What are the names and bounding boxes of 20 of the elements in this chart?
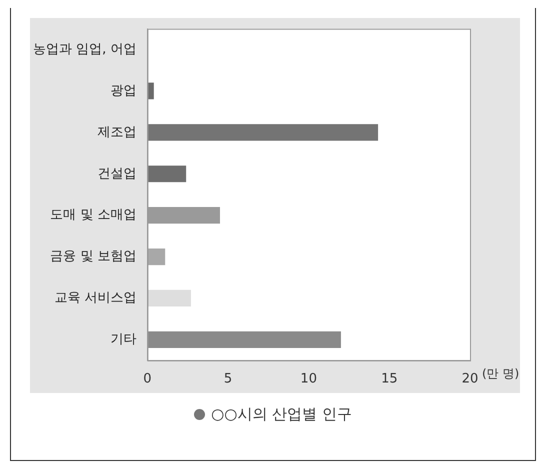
y-tick-label: 도매 및 소매업 (50, 208, 136, 223)
x-tick-label: 15 (381, 372, 398, 387)
y-tick-label: 교육 서비스업 (54, 290, 136, 306)
y-tick-label: 농업과 임업, 어업 (32, 42, 136, 57)
bar (147, 124, 378, 141)
y-tick-label: 기타 (110, 332, 136, 348)
bar (147, 331, 341, 348)
x-tick-label: 10 (300, 372, 317, 387)
x-tick-label: 0 (143, 372, 152, 387)
text: ○○시의 산업별 인구 (211, 405, 352, 423)
bar (147, 290, 191, 307)
bar (147, 248, 166, 266)
x-tick-label: 20 (462, 372, 478, 387)
y-tick-label: 금융 및 보험업 (50, 249, 136, 264)
y-tick-label: 제조업 (97, 124, 136, 140)
x-axis-title: (만 명) (482, 366, 520, 381)
x-tick-label: 5 (224, 372, 232, 387)
bar (147, 166, 186, 182)
y-tick-label: 건설업 (97, 166, 136, 182)
y-tick-label: 광업 (110, 83, 136, 98)
